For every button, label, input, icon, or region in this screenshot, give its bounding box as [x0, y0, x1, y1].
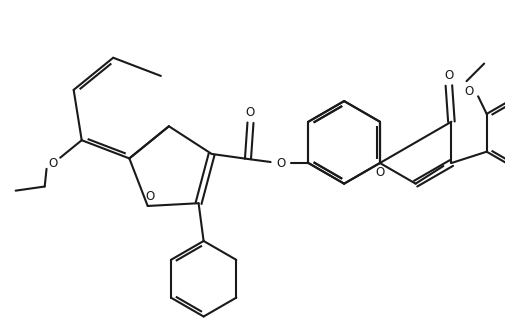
Text: O: O	[464, 85, 474, 98]
Text: O: O	[49, 157, 58, 170]
Text: O: O	[246, 106, 255, 119]
Text: O: O	[276, 156, 285, 170]
Text: O: O	[146, 190, 155, 204]
Text: O: O	[375, 165, 384, 179]
Text: O: O	[444, 69, 454, 82]
